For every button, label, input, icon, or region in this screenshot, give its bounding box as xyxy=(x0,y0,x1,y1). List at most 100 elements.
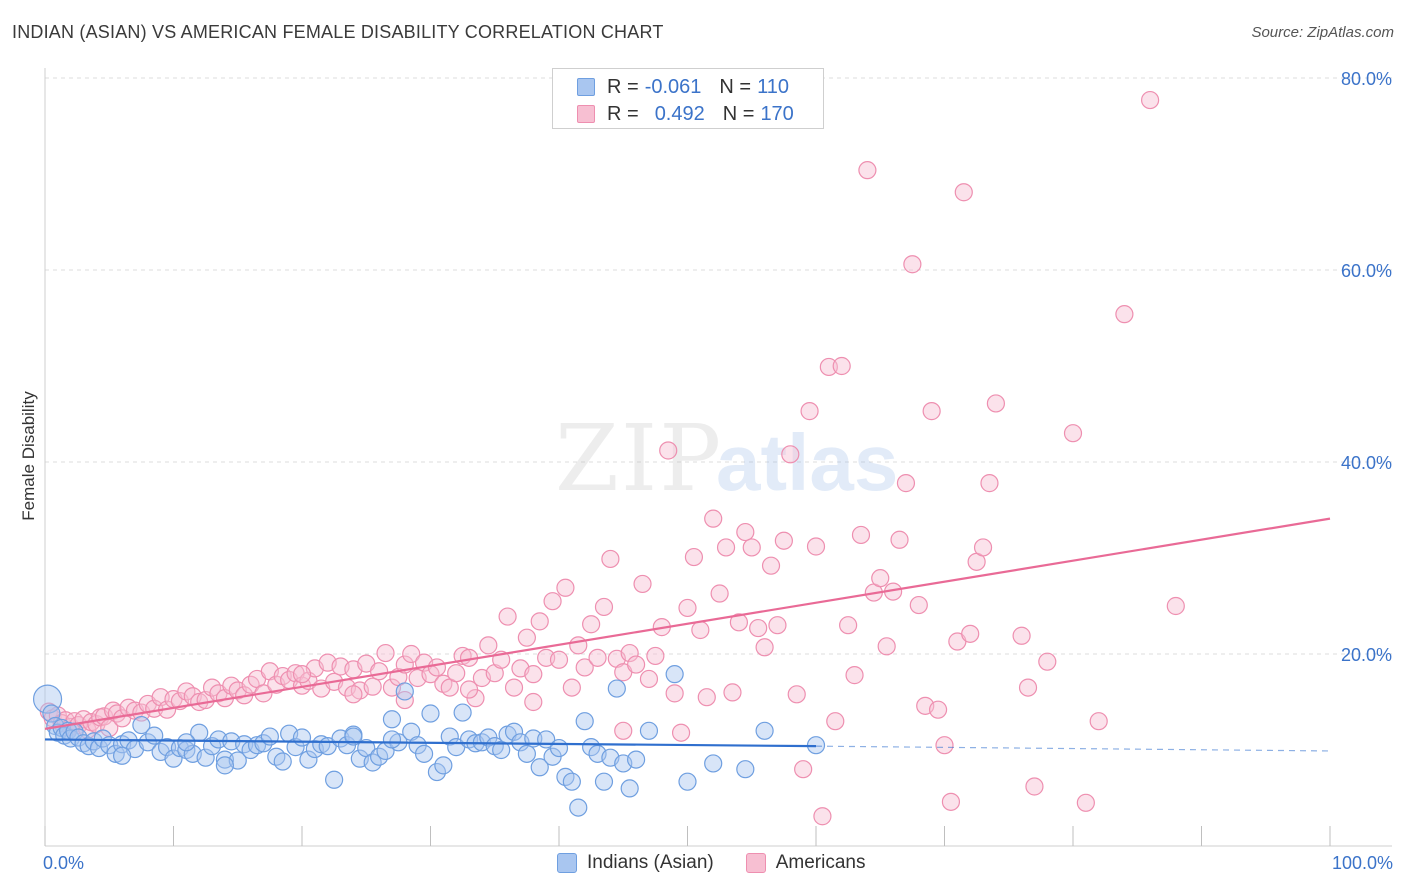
axes xyxy=(44,68,1392,847)
indian-point xyxy=(254,734,273,753)
american-point xyxy=(787,685,806,704)
american-point xyxy=(376,643,395,663)
american-point xyxy=(980,474,999,493)
legend-swatch-blue xyxy=(557,853,577,873)
indian-point xyxy=(678,772,697,791)
y-tick-label: 60.0% xyxy=(1341,261,1392,281)
indian-point xyxy=(132,715,151,735)
indian-point xyxy=(382,730,402,749)
american-point xyxy=(839,616,858,635)
trend-lines xyxy=(44,517,1331,752)
american-point xyxy=(524,665,543,684)
legend-item-indians[interactable]: Indians (Asian) xyxy=(557,852,714,874)
american-point xyxy=(710,584,729,603)
american-point xyxy=(588,648,607,667)
indian-point xyxy=(665,665,684,684)
legend-item-americans[interactable]: Americans xyxy=(745,852,866,874)
indian-point xyxy=(286,738,305,757)
indian-point xyxy=(736,760,755,779)
american-point xyxy=(697,688,716,707)
american-point xyxy=(1089,712,1108,731)
american-point xyxy=(1063,424,1083,443)
american-point xyxy=(370,662,389,681)
american-point xyxy=(826,712,845,731)
american-point xyxy=(447,664,466,683)
legend-row-indians: R = -0.061 N = 110 xyxy=(577,75,789,99)
american-point xyxy=(729,613,749,632)
legend-label-indians: Indians (Asian) xyxy=(587,852,714,873)
american-point xyxy=(344,685,363,704)
american-point xyxy=(813,807,832,826)
american-point xyxy=(363,677,382,696)
indian-point xyxy=(620,779,639,798)
american-point xyxy=(659,441,678,460)
correlation-legend: R = -0.061 N = 110 R = 0.492 N = 170 xyxy=(552,68,824,129)
american-point xyxy=(742,538,761,557)
american-point xyxy=(961,624,980,643)
x-tick-label: 100.0% xyxy=(1332,853,1393,873)
legend-n-label: N = xyxy=(722,102,755,125)
american-point xyxy=(973,538,993,557)
indian-point xyxy=(414,744,434,763)
indians-trend-extension xyxy=(815,745,1331,752)
indian-point xyxy=(492,740,511,760)
indian-point xyxy=(549,738,569,758)
american-point xyxy=(928,700,948,719)
american-point xyxy=(1018,678,1038,697)
y-tick-label: 20.0% xyxy=(1341,645,1392,665)
american-point xyxy=(633,574,652,594)
american-point xyxy=(890,530,909,549)
american-point xyxy=(620,643,639,663)
american-point xyxy=(459,680,479,699)
american-point xyxy=(704,509,723,528)
indian-point xyxy=(575,712,594,731)
american-point xyxy=(678,598,697,618)
american-point xyxy=(575,658,594,677)
legend-swatch-pink xyxy=(577,105,595,123)
legend-label-americans: Americans xyxy=(775,852,866,873)
american-point xyxy=(614,721,633,740)
american-point xyxy=(851,525,871,545)
watermark: ZIP atlas xyxy=(555,405,898,512)
american-point xyxy=(479,636,498,655)
american-point xyxy=(819,357,838,377)
indian-point xyxy=(325,770,344,789)
american-point xyxy=(427,658,447,677)
american-point xyxy=(1025,777,1044,796)
indian-point xyxy=(504,722,524,741)
indian-point xyxy=(299,750,318,769)
indian-point xyxy=(626,750,646,769)
indian-point xyxy=(427,762,447,782)
american-point xyxy=(871,569,890,588)
indian-point xyxy=(594,772,614,791)
indian-point xyxy=(157,738,177,757)
american-point xyxy=(498,607,517,626)
american-point xyxy=(530,612,549,631)
american-point xyxy=(626,655,646,674)
indian-point xyxy=(215,750,234,769)
indian-point xyxy=(344,727,363,746)
y-axis-label: Female Disability xyxy=(19,391,38,521)
american-point xyxy=(749,618,768,638)
indian-point xyxy=(395,682,414,701)
american-point xyxy=(903,255,922,274)
legend-n-value: 170 xyxy=(760,102,794,125)
american-point xyxy=(781,445,800,464)
american-point xyxy=(986,394,1006,413)
american-point xyxy=(402,644,421,664)
american-point xyxy=(639,669,659,689)
indian-point xyxy=(704,754,723,773)
indian-point xyxy=(177,733,196,752)
american-point xyxy=(909,595,928,615)
indian-point xyxy=(569,798,588,817)
indian-point xyxy=(607,679,626,698)
american-point xyxy=(1076,793,1095,812)
american-point xyxy=(665,684,684,703)
american-point xyxy=(935,736,954,755)
legend-n-value: 110 xyxy=(757,75,789,98)
indian-point xyxy=(440,727,459,746)
indian-point xyxy=(639,721,659,740)
american-point xyxy=(858,161,877,180)
source-label: Source: ZipAtlas.com xyxy=(1251,24,1394,41)
indian-point xyxy=(215,756,234,775)
